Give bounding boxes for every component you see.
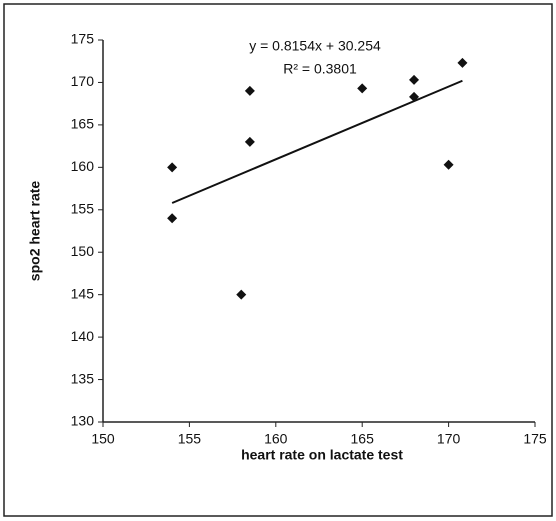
- trendline: [171, 79, 463, 204]
- y-tick-label: 170: [71, 73, 95, 89]
- x-tick-label: 165: [351, 431, 375, 447]
- point: [244, 85, 255, 96]
- x-axis-label: heart rate on lactate test: [241, 447, 403, 463]
- y-tick-label: 135: [71, 370, 95, 386]
- y-tick-label: 145: [71, 285, 95, 301]
- x-tick-label: 155: [178, 431, 202, 447]
- y-tick-label: 175: [71, 31, 95, 47]
- chart-border: [3, 3, 553, 517]
- point: [357, 83, 368, 94]
- point: [443, 159, 454, 170]
- r-squared: R² = 0.3801: [283, 61, 357, 77]
- y-tick-label: 155: [71, 200, 95, 216]
- y-tick-label: 165: [71, 116, 95, 132]
- point: [167, 213, 178, 224]
- point: [457, 57, 468, 68]
- y-tick-label: 160: [71, 158, 95, 174]
- y-axis-label: spo2 heart rate: [27, 181, 43, 282]
- point: [167, 162, 178, 173]
- x-tick-label: 170: [437, 431, 461, 447]
- x-tick-label: 160: [264, 431, 288, 447]
- y-tick-label: 130: [71, 413, 95, 429]
- y-tick-label: 150: [71, 243, 95, 259]
- x-tick-label: 150: [91, 431, 115, 447]
- point: [236, 289, 247, 300]
- point: [409, 74, 420, 85]
- point: [244, 136, 255, 147]
- y-tick-label: 140: [71, 328, 95, 344]
- x-tick-label: 175: [523, 431, 547, 447]
- equation: y = 0.8154x + 30.254: [249, 38, 381, 54]
